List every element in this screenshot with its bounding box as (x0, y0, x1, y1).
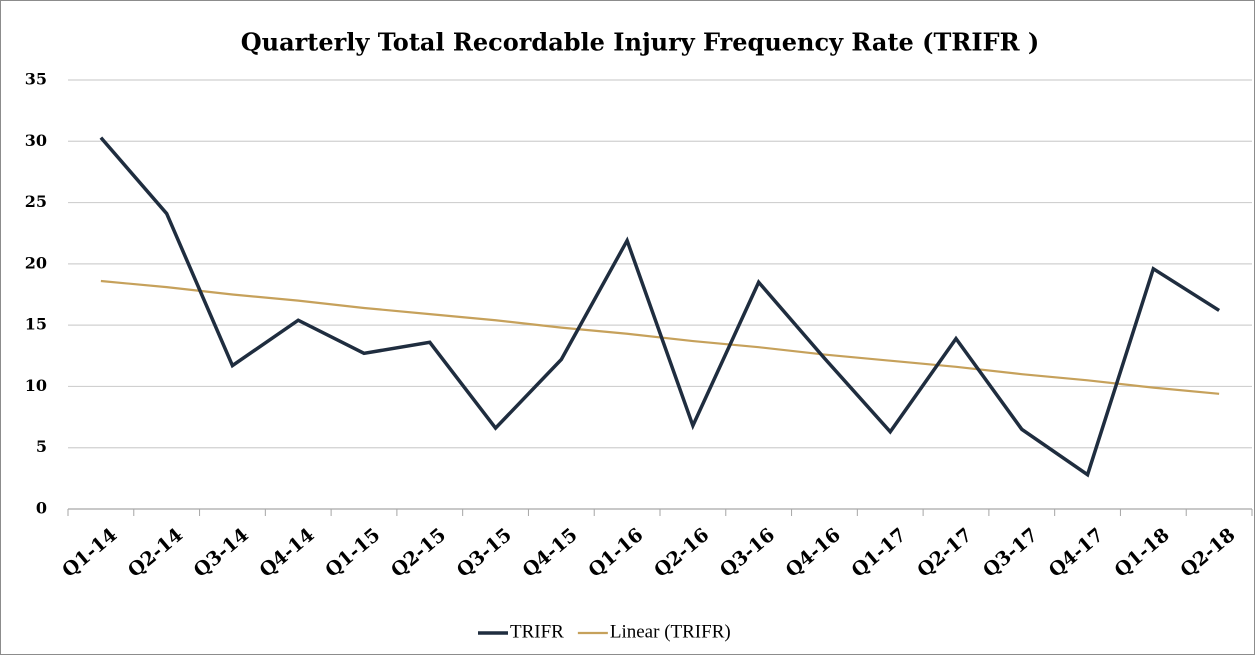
y-tick-label: 10 (25, 376, 47, 395)
y-tick-label: 35 (25, 70, 47, 89)
y-tick-label: 20 (25, 253, 47, 272)
y-tick-label: 25 (25, 192, 47, 211)
legend-label: Linear (TRIFR) (610, 621, 731, 642)
legend-label: TRIFR (510, 621, 564, 642)
y-tick-label: 0 (36, 499, 47, 518)
chart-title: Quarterly Total Recordable Injury Freque… (241, 28, 1040, 57)
series-line (99, 136, 1221, 478)
y-tick-label: 15 (25, 315, 47, 334)
y-tick-label: 5 (36, 437, 47, 456)
y-tick-label: 30 (25, 131, 47, 150)
